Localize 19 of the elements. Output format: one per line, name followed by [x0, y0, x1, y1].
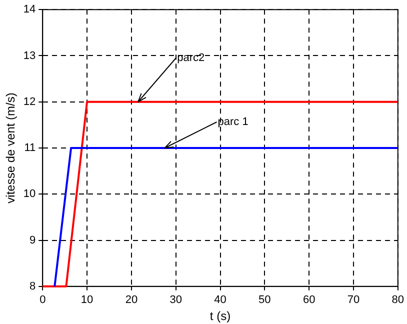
y-tick-label: 13 [23, 50, 36, 62]
x-tick-label: 10 [80, 294, 94, 306]
x-tick-label: 20 [125, 294, 138, 306]
y-axis-title: vitesse de vent (m/s) [4, 92, 18, 204]
y-tick-label: 9 [30, 234, 36, 246]
y-tick-label: 8 [30, 280, 36, 292]
x-tick-label: 30 [170, 294, 182, 306]
x-tick-label: 40 [214, 294, 226, 306]
x-tick-label: 70 [347, 294, 360, 306]
x-tick-label: 0 [40, 294, 46, 306]
x-tick-label: 80 [392, 294, 404, 306]
x-axis-title: t (s) [210, 309, 231, 324]
y-tick-label: 10 [23, 188, 36, 200]
y-tick-label: 12 [23, 96, 36, 108]
x-tick-label: 50 [258, 294, 271, 306]
y-tick-label: 14 [23, 4, 36, 16]
x-tick-label: 60 [302, 294, 316, 306]
y-tick-label: 11 [24, 142, 36, 154]
annotation: parc 1 [218, 116, 248, 128]
